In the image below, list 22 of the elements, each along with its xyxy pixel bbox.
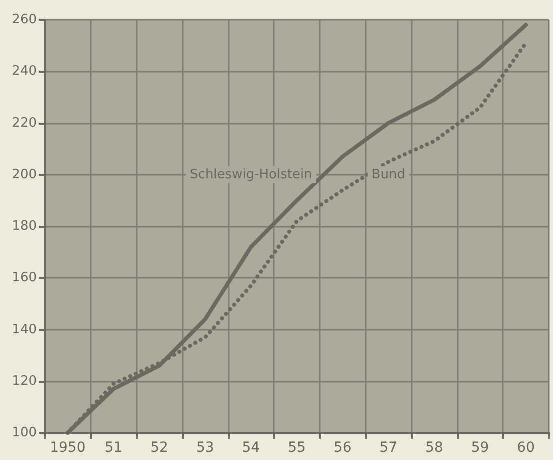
y-tick-label: 220 <box>12 116 37 131</box>
x-tick-label: 53 <box>196 440 214 456</box>
y-tick-label: 160 <box>12 270 37 286</box>
y-tick-label: 120 <box>12 374 37 389</box>
y-tick-label: 240 <box>12 64 37 80</box>
x-tick-label: 58 <box>426 440 444 456</box>
x-tick-label: 51 <box>104 440 123 456</box>
x-tick-label: 57 <box>380 440 398 456</box>
x-tick-label: 54 <box>242 440 260 456</box>
x-tick-label: 60 <box>517 440 536 456</box>
y-tick-label: 260 <box>12 12 37 28</box>
x-tick-label: 52 <box>150 440 168 456</box>
y-tick-label: 180 <box>12 219 37 234</box>
series-label: Bund <box>372 167 406 182</box>
x-tick-label: 59 <box>471 440 490 456</box>
x-tick-label: 1950 <box>50 440 86 456</box>
series-label: Schleswig-Holstein <box>190 167 312 182</box>
x-tick-label: 55 <box>288 440 306 456</box>
y-tick-label: 200 <box>12 167 37 182</box>
y-tick-label: 100 <box>12 426 37 440</box>
y-tick-label: 140 <box>12 322 37 338</box>
x-tick-label: 56 <box>334 440 352 456</box>
